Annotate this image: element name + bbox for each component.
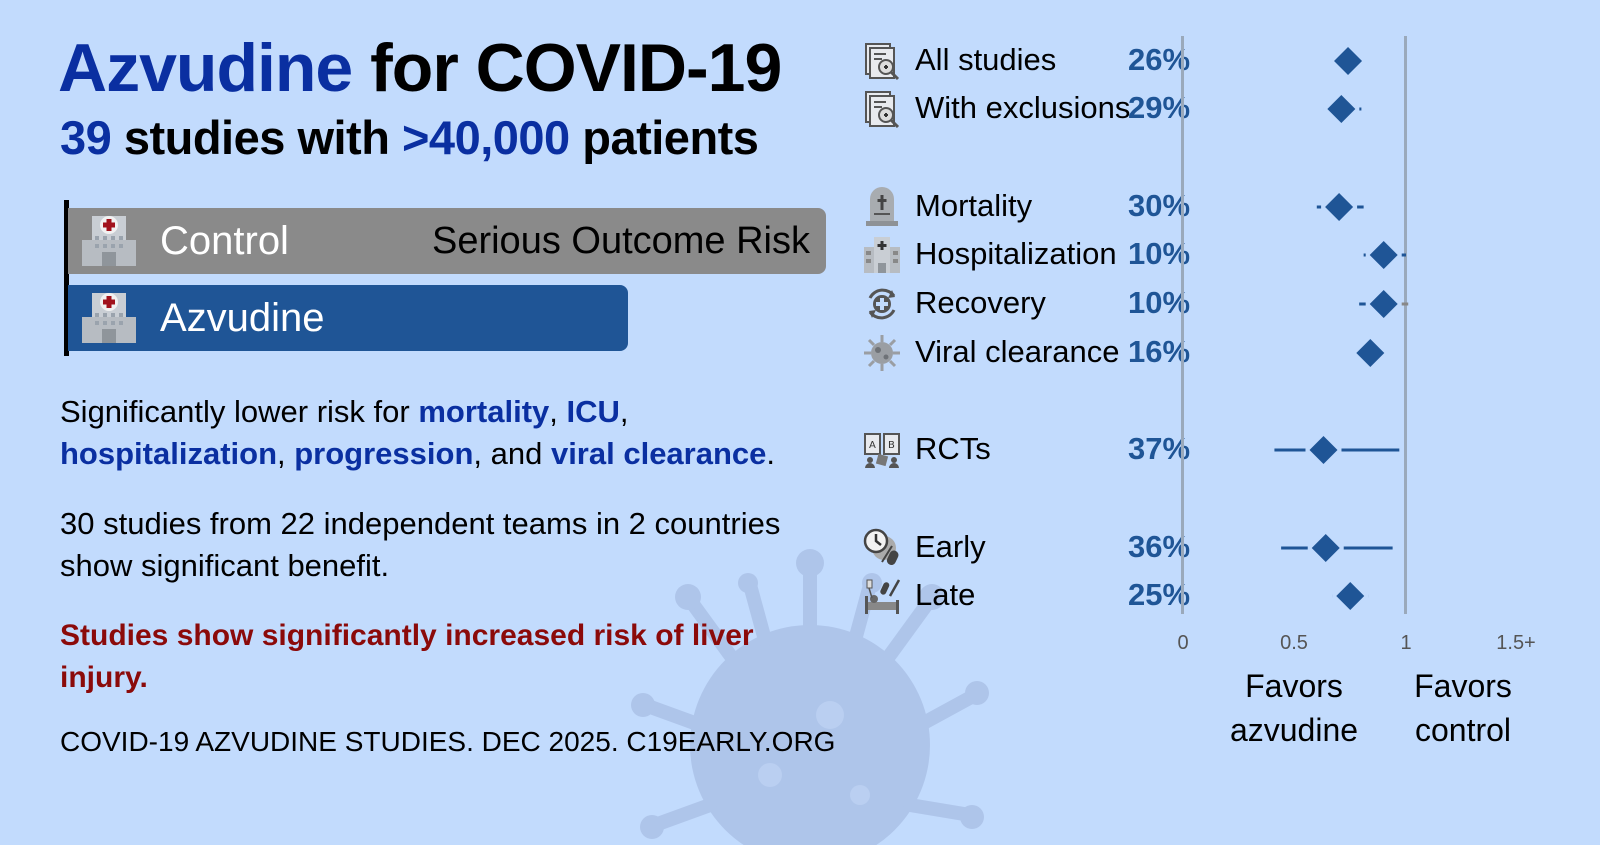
tick-0: 0 (1177, 632, 1189, 654)
favors-right-line1: Favors (1414, 668, 1512, 704)
separator: , (277, 436, 295, 471)
summary-prefix: Significantly lower risk for (60, 394, 419, 429)
treatment-label: Azvudine (160, 295, 325, 340)
treatment-risk-bar: Azvudine (68, 285, 628, 351)
tick-1: 1 (1400, 632, 1412, 654)
row-label: RCTs (915, 431, 991, 466)
effect-diamond (1334, 47, 1363, 75)
row-percent: 26% (1128, 42, 1191, 77)
effect-diamond (1327, 95, 1356, 123)
risk-title: Serious Outcome Risk (431, 219, 810, 262)
row-percent: 36% (1128, 529, 1191, 564)
page-title: Azvudine for COVID-19 (58, 28, 782, 108)
teams-summary: 30 studies from 22 independent teams in … (60, 506, 781, 583)
axis-line-one (1404, 36, 1407, 614)
row-label: All studies (915, 42, 1057, 77)
title-drug: Azvudine (58, 30, 353, 106)
subtitle-text: studies with (111, 111, 402, 164)
control-label: Control (160, 218, 289, 263)
row-label: Hospitalization (915, 236, 1117, 271)
clock-pill-icon (863, 528, 899, 565)
svg-text:B: B (888, 440, 895, 451)
hospital-icon (864, 237, 900, 273)
row-percent: 37% (1128, 431, 1191, 466)
tick-1.5: 1.5+ (1496, 632, 1536, 654)
outcome-mortality: mortality (418, 394, 550, 429)
tombstone-icon (866, 187, 898, 226)
study-search-icon (865, 43, 900, 81)
outcome-icu: ICU (566, 394, 620, 429)
separator: . (766, 436, 776, 471)
row-percent: 10% (1128, 236, 1191, 271)
effect-diamond (1325, 193, 1354, 221)
row-label: Mortality (915, 188, 1033, 223)
row-percent: 10% (1128, 285, 1191, 320)
effect-diamond (1369, 290, 1398, 318)
row-label: Late (915, 577, 976, 612)
study-count: 39 (60, 111, 112, 164)
separator: , and (473, 436, 551, 471)
page-subtitle: 39 studies with >40,000 patients (60, 110, 759, 166)
axis-line-zero (1181, 36, 1184, 614)
favors-control-label: Favors control (1414, 664, 1512, 752)
liver-injury-warning: Studies show significantly increased ris… (60, 619, 754, 694)
effect-diamond (1336, 582, 1365, 610)
recovery-cycle-icon (868, 288, 896, 320)
row-label: With exclusions (915, 90, 1131, 125)
effect-diamond (1311, 534, 1340, 562)
forest-plot-markers (1274, 47, 1409, 610)
svg-text:A: A (869, 440, 876, 451)
footer-source: COVID-19 AZVUDINE STUDIES. DEC 2025. C19… (60, 726, 836, 757)
row-label: Recovery (915, 285, 1046, 320)
patient-count: >40,000 (401, 111, 570, 164)
hospital-bed-icon (865, 579, 901, 614)
virus-icon (864, 335, 900, 371)
row-percent: 16% (1128, 334, 1191, 369)
effect-diamond (1309, 436, 1338, 464)
study-search-icon (865, 91, 900, 129)
favors-left-line1: Favors (1245, 668, 1343, 704)
effect-diamond (1369, 241, 1398, 269)
row-percent: 30% (1128, 188, 1191, 223)
hospital-icon (82, 293, 136, 343)
outcome-progression: progression (294, 436, 474, 471)
virus-background-illustration (631, 549, 989, 845)
favors-left-line2: azvudine (1229, 712, 1359, 748)
favors-azvudine-label: Favors azvudine (1230, 664, 1358, 752)
risk-bar-axis (64, 200, 69, 356)
tick-0.5: 0.5 (1280, 632, 1308, 654)
outcome-viral-clearance: viral clearance (550, 436, 767, 471)
favors-right-line2: control (1414, 712, 1512, 748)
separator: , (549, 394, 567, 429)
outcome-hospitalization: hospitalization (60, 436, 277, 471)
effect-diamond (1356, 339, 1385, 367)
row-percent: 25% (1128, 577, 1191, 612)
title-rest: for COVID-19 (352, 30, 782, 106)
row-label: Early (915, 529, 986, 564)
separator: , (619, 394, 629, 429)
control-risk-bar: Control Serious Outcome Risk (68, 208, 826, 274)
row-percent: 29% (1128, 90, 1191, 125)
benefit-summary: Significantly lower risk for mortality , … (60, 391, 840, 475)
row-label: Viral clearance (915, 334, 1120, 369)
subtitle-text-end: patients (569, 111, 759, 164)
hospital-icon (82, 216, 136, 266)
